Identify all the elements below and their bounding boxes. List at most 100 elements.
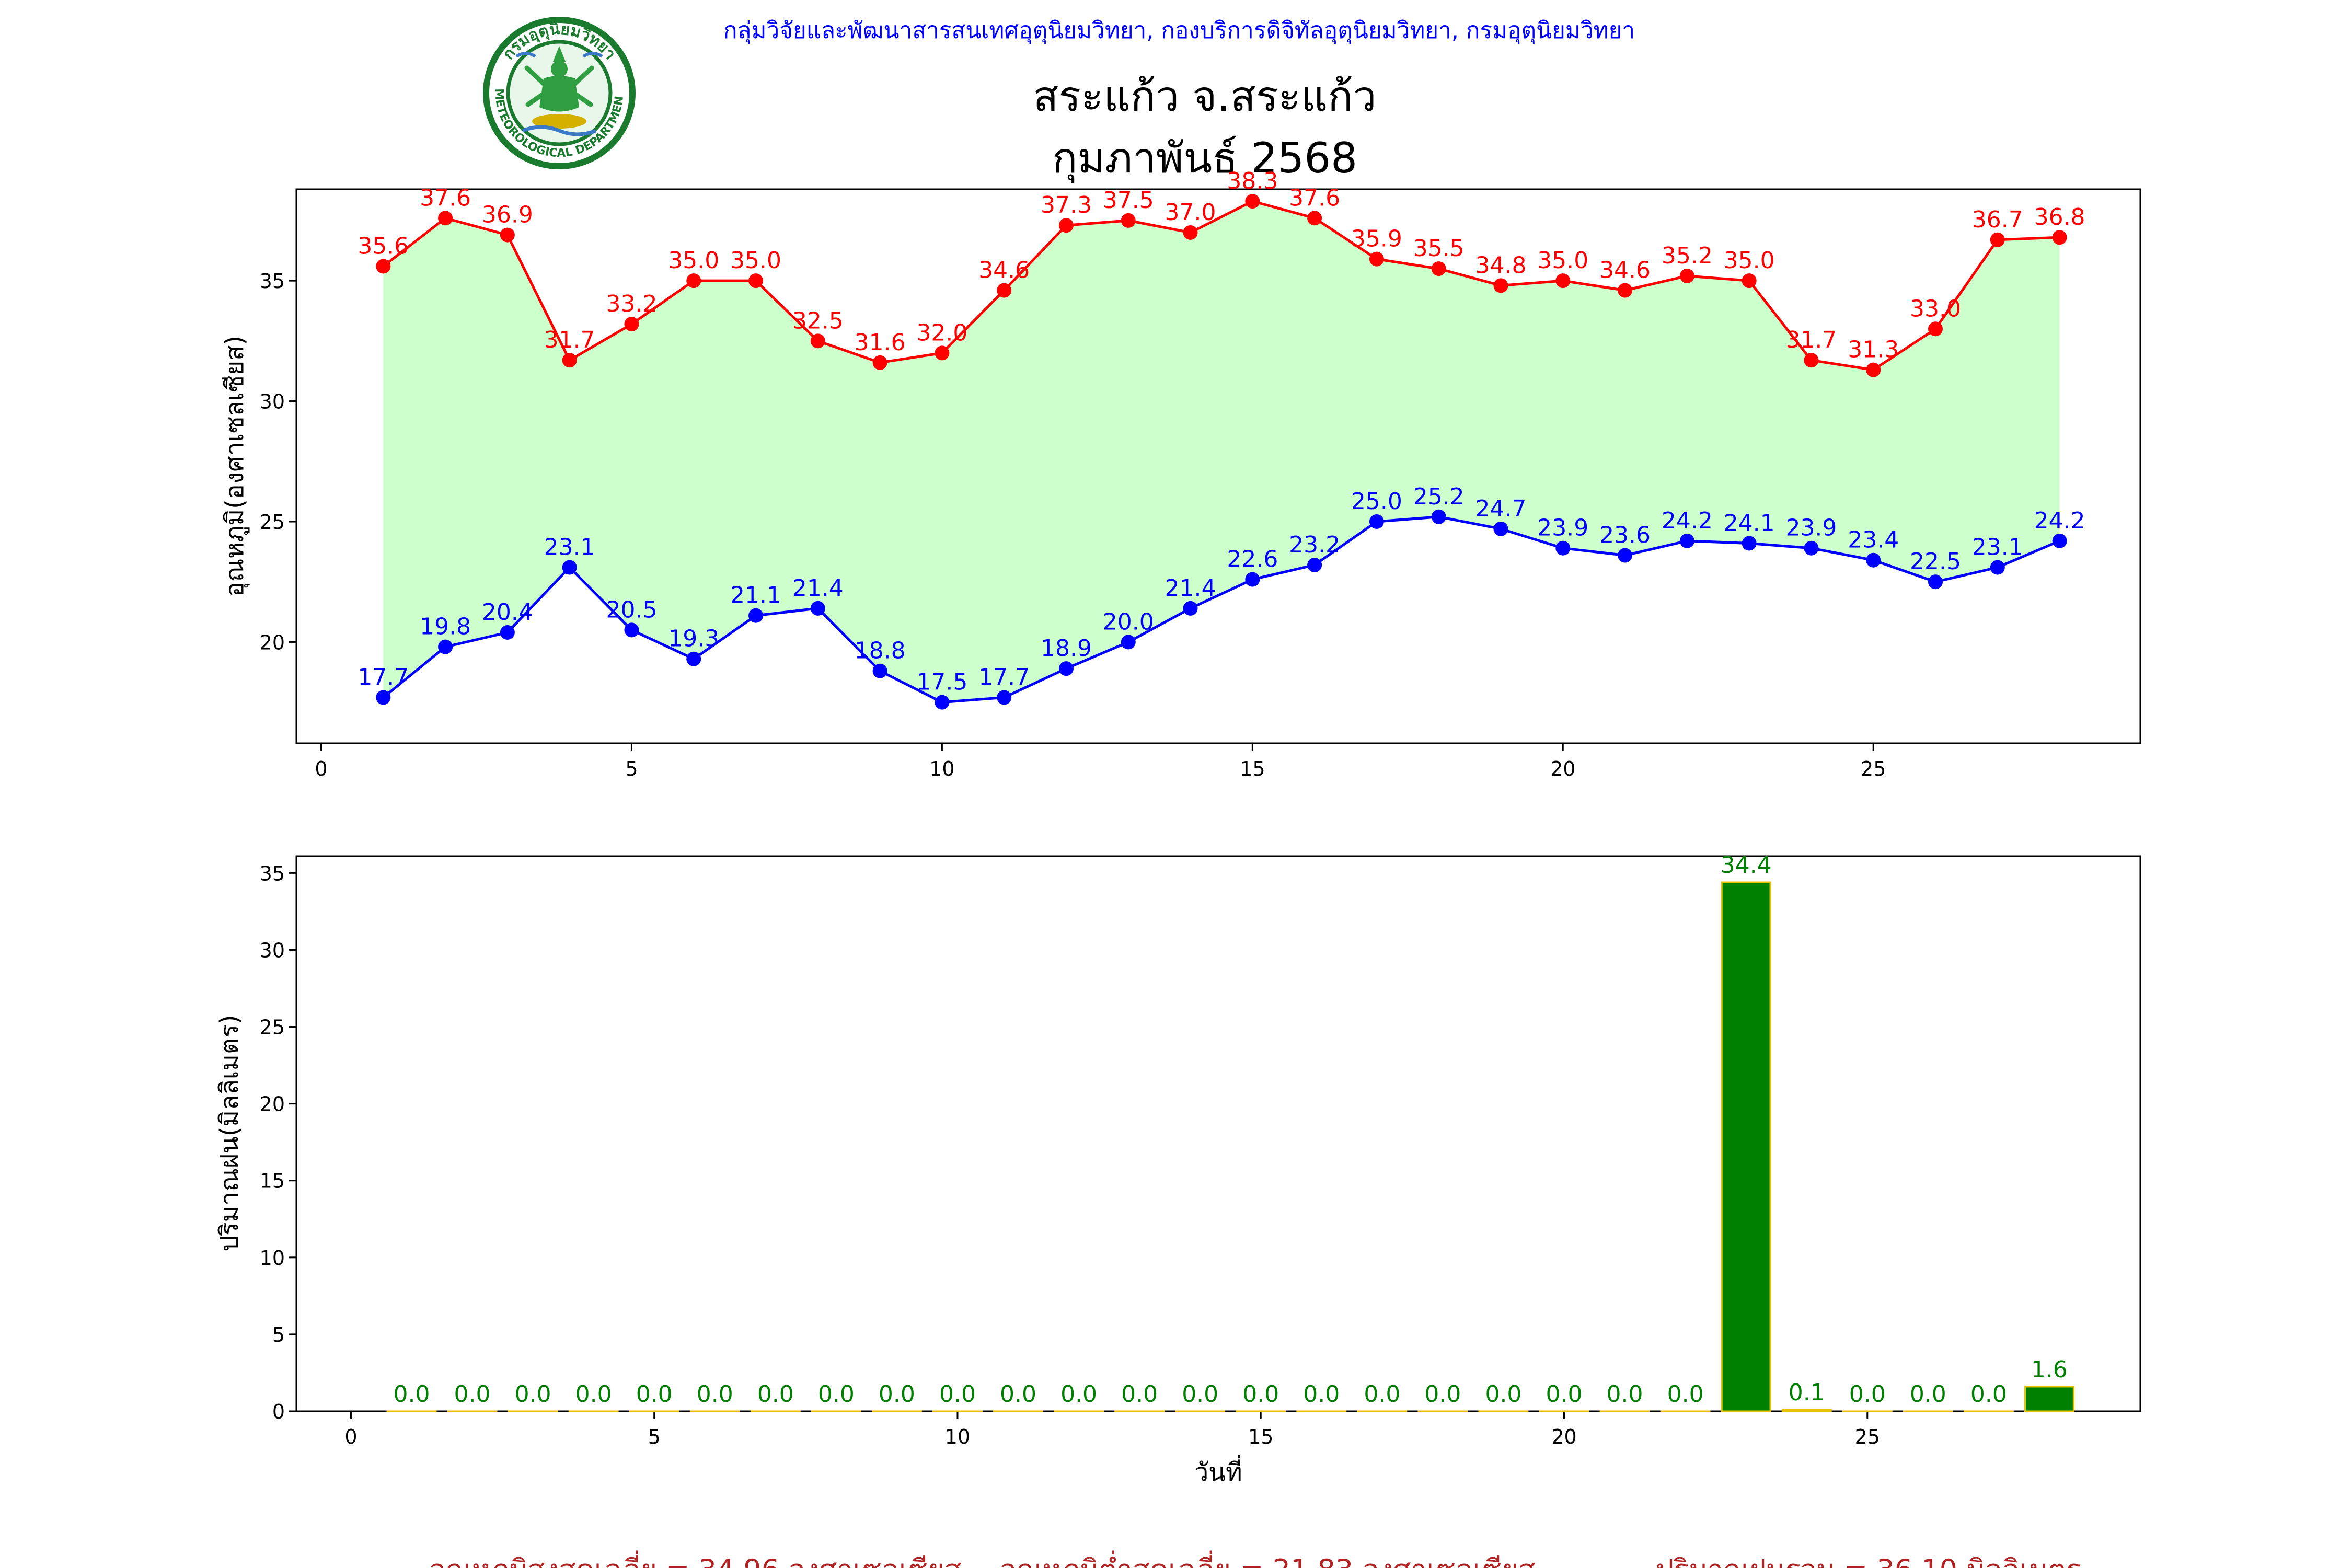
max-temp-point	[376, 259, 391, 274]
min-temp-point	[1928, 574, 1943, 590]
rainfall-data-label: 0.0	[1182, 1381, 1218, 1408]
rainfall-bar	[1054, 1410, 1104, 1412]
min-temp-data-label: 22.5	[1910, 548, 1961, 575]
rainfall-x-tick-label: 10	[945, 1425, 970, 1448]
max-temp-data-label: 35.2	[1662, 243, 1713, 269]
rainfall-bar	[1963, 1410, 2014, 1412]
min-temp-data-label: 19.8	[420, 614, 471, 640]
rainfall-data-label: 0.0	[575, 1381, 612, 1408]
max-temp-data-label: 37.3	[1041, 192, 1092, 218]
min-temp-point	[810, 601, 825, 616]
min-temp-point	[376, 690, 391, 705]
max-temp-point	[1804, 353, 1819, 368]
min-temp-data-label: 17.5	[916, 669, 967, 696]
rainfall-bar	[629, 1410, 679, 1412]
rainfall-bar	[811, 1410, 861, 1412]
temperature-y-tick-label: 20	[260, 631, 285, 654]
min-temp-point	[2052, 533, 2067, 548]
rainfall-bar	[993, 1410, 1043, 1412]
max-temp-data-label: 37.6	[1289, 185, 1340, 211]
rainfall-y-tick-label: 30	[260, 939, 285, 962]
max-temp-data-label: 35.9	[1351, 226, 1402, 252]
min-temp-point	[1618, 548, 1633, 563]
min-temp-point	[1742, 536, 1757, 551]
max-temp-point	[1121, 213, 1136, 228]
min-temp-data-label: 19.3	[668, 626, 719, 652]
temperature-plot-frame	[295, 188, 2141, 744]
min-temp-data-label: 25.0	[1351, 488, 1402, 515]
max-temp-data-label: 32.5	[792, 307, 844, 334]
rainfall-data-label: 0.0	[1060, 1381, 1097, 1408]
max-temp-data-label: 35.0	[668, 247, 719, 274]
rainfall-bar	[1236, 1410, 1286, 1412]
rainfall-bar	[447, 1410, 498, 1412]
rainfall-y-tick-label: 20	[260, 1093, 285, 1116]
rainfall-data-label: 0.0	[939, 1381, 976, 1408]
max-temp-data-label: 35.5	[1413, 235, 1465, 262]
footer-avg-min: อุณหภูมิต่ำสุดเฉลี่ย = 21.83 องศาเซลเซีย…	[999, 1550, 1535, 1568]
min-temp-point	[1183, 601, 1198, 616]
min-temp-point	[1555, 540, 1571, 556]
min-temp-data-label: 24.2	[2034, 508, 2085, 534]
min-temp-point	[997, 690, 1012, 705]
rainfall-data-label: 0.0	[1849, 1381, 1886, 1408]
max-temp-data-label: 33.2	[606, 291, 657, 317]
max-temp-point	[748, 273, 764, 289]
rainfall-data-label: 0.0	[454, 1381, 491, 1408]
rainfall-data-label: 0.0	[636, 1381, 673, 1408]
min-temp-point	[686, 651, 701, 666]
min-temp-data-label: 21.4	[1165, 575, 1216, 602]
rainfall-data-label: 0.0	[879, 1381, 915, 1408]
max-temp-point	[1369, 251, 1384, 267]
rainfall-bar	[1599, 1410, 1650, 1412]
min-temp-point	[1058, 661, 1074, 676]
rainfall-bar	[1478, 1410, 1529, 1412]
min-temp-point	[872, 663, 887, 678]
min-temp-point	[935, 695, 950, 710]
min-temp-point	[1493, 521, 1508, 536]
rainfall-bar	[932, 1410, 983, 1412]
rainfall-data-label: 34.4	[1721, 852, 1772, 879]
rainfall-bar	[1539, 1410, 1589, 1412]
rainfall-data-label: 0.0	[1242, 1381, 1279, 1408]
rainfall-x-axis-label: วันที่	[1194, 1455, 1242, 1487]
rainfall-bar	[689, 1410, 740, 1412]
rainfall-bar	[872, 1410, 922, 1412]
max-temp-point	[810, 333, 825, 349]
max-temp-point	[438, 211, 453, 226]
rainfall-x-tick-label: 5	[648, 1425, 661, 1448]
max-temp-data-label: 35.0	[1537, 247, 1588, 274]
min-temp-data-label: 17.7	[978, 664, 1030, 690]
rainfall-data-label: 0.0	[1364, 1381, 1400, 1408]
rainfall-data-label: 0.0	[515, 1381, 551, 1408]
rainfall-x-tick-label: 25	[1855, 1425, 1880, 1448]
footer-avg-max: อุณหภูมิสูงสุดเฉลี่ย = 34.96 องศาเซลเซีย…	[429, 1550, 961, 1568]
rainfall-data-label: 0.0	[1667, 1381, 1704, 1408]
min-temp-point	[1369, 514, 1384, 529]
max-temp-point	[1928, 321, 1943, 337]
temperature-y-tick-label: 35	[260, 270, 285, 293]
max-temp-data-label: 31.3	[1848, 337, 1899, 363]
min-temp-data-label: 23.1	[1972, 534, 2023, 561]
rainfall-y-tick-label: 35	[260, 862, 285, 885]
rainfall-bar	[1660, 1410, 1711, 1412]
min-temp-point	[1866, 552, 1881, 568]
max-temp-point	[1742, 273, 1757, 289]
min-temp-data-label: 23.4	[1848, 527, 1899, 554]
rainfall-bar	[750, 1410, 801, 1412]
rainfall-bar	[568, 1410, 619, 1412]
rainfall-y-axis-label: ปริมาณฝน(มิลลิเมตร)	[215, 1014, 244, 1251]
rainfall-y-tick-label: 10	[260, 1247, 285, 1270]
max-temp-data-label: 36.9	[482, 202, 533, 228]
max-temp-point	[1679, 268, 1694, 283]
rainfall-bar	[1417, 1410, 1468, 1412]
max-temp-data-label: 33.0	[1910, 295, 1961, 322]
rainfall-y-tick-label: 25	[260, 1016, 285, 1039]
max-temp-point	[1555, 273, 1571, 289]
rainfall-bar	[1781, 1409, 1832, 1412]
department-header: กลุ่มวิจัยและพัฒนาสารสนเทศอุตุนิยมวิทยา,…	[723, 17, 1635, 44]
min-temp-point	[438, 639, 453, 654]
min-temp-point	[1679, 533, 1694, 548]
min-temp-point	[1245, 572, 1260, 587]
temperature-y-axis-label: อุณหภูมิ(องศาเซลเซียส)	[220, 336, 250, 597]
